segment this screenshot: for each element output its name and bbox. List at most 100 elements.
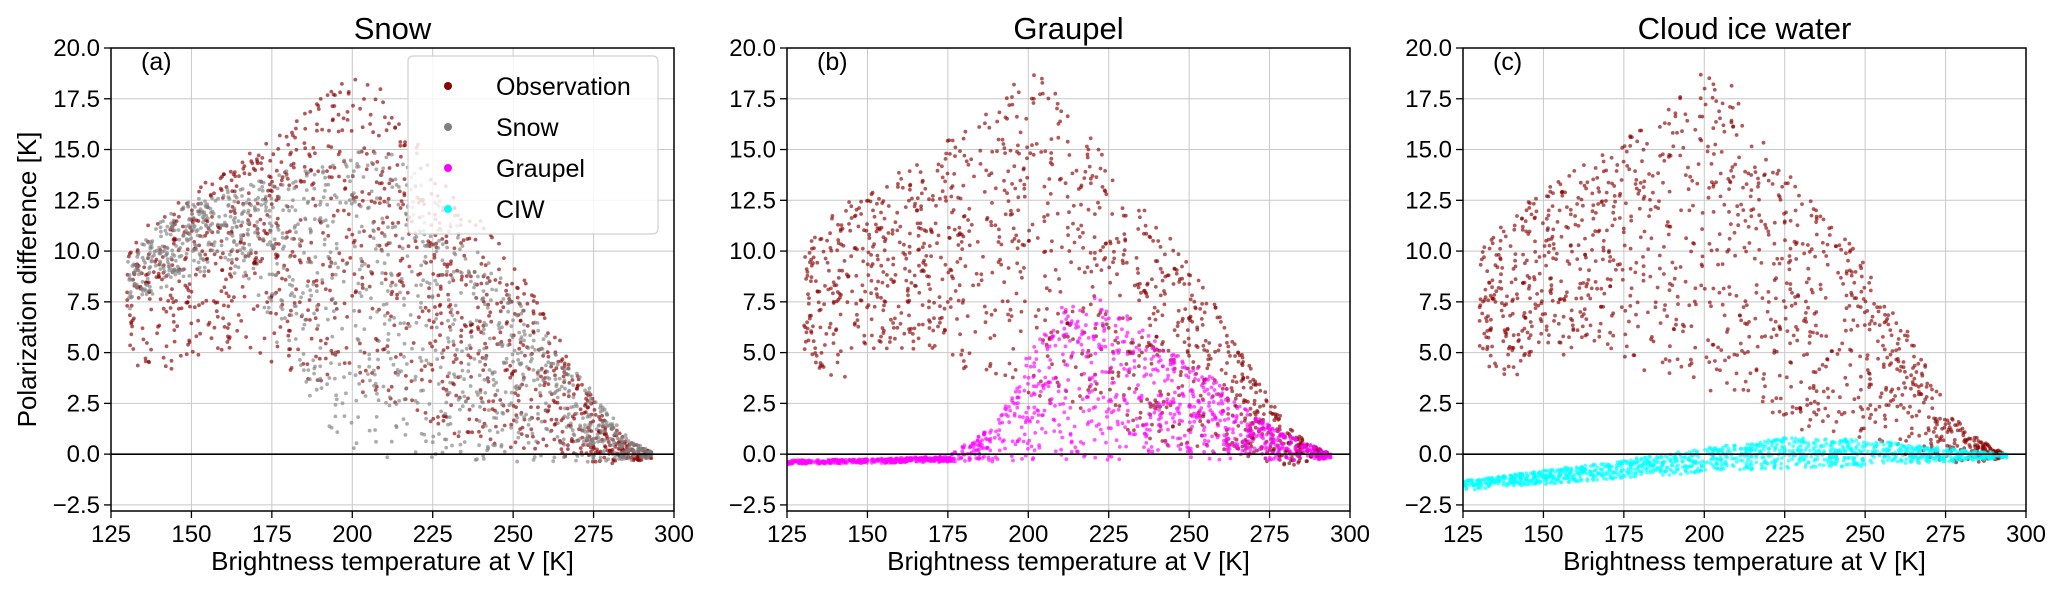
scatter-point <box>380 181 384 186</box>
scatter-point <box>286 333 291 338</box>
scatter-point <box>597 415 601 419</box>
scatter-point <box>1032 411 1037 415</box>
scatter-point <box>518 340 523 345</box>
scatter-point <box>945 171 950 176</box>
scatter-point <box>375 160 380 164</box>
scatter-point <box>1116 317 1121 321</box>
scatter-point <box>545 350 550 355</box>
scatter-point <box>938 320 942 325</box>
scatter-point <box>860 246 865 251</box>
scatter-point <box>323 341 328 346</box>
scatter-point <box>494 288 498 292</box>
scatter-point <box>1198 393 1203 398</box>
scatter-point <box>546 340 551 344</box>
scatter-point <box>403 433 408 437</box>
scatter-point <box>196 260 201 265</box>
scatter-point <box>509 425 513 430</box>
scatter-point <box>221 316 226 321</box>
scatter-point <box>417 315 421 320</box>
scatter-point <box>562 367 567 372</box>
scatter-point <box>1025 175 1030 180</box>
scatter-point <box>1213 415 1217 420</box>
scatter-point <box>367 284 372 289</box>
scatter-point <box>1049 151 1054 155</box>
scatter-point <box>1100 152 1104 157</box>
scatter-point <box>1033 314 1038 319</box>
scatter-point <box>1082 176 1087 181</box>
scatter-point <box>158 267 163 271</box>
scatter-point <box>335 430 340 434</box>
scatter-point <box>135 285 140 290</box>
scatter-point <box>312 311 316 316</box>
scatter-point <box>885 185 889 189</box>
scatter-point <box>916 226 921 230</box>
scatter-point <box>446 318 450 323</box>
scatter-point <box>817 289 822 294</box>
scatter-point <box>228 232 233 236</box>
scatter-point <box>910 332 915 336</box>
scatter-point <box>140 242 145 247</box>
scatter-point <box>444 240 449 245</box>
scatter-point <box>346 90 351 94</box>
scatter-point <box>287 254 292 259</box>
scatter-point <box>1163 292 1167 296</box>
scatter-point <box>567 381 572 385</box>
scatter-point <box>233 174 238 179</box>
scatter-point <box>1040 341 1045 345</box>
scatter-point <box>360 286 365 290</box>
scatter-point <box>825 238 829 243</box>
scatter-point <box>1009 208 1013 213</box>
scatter-point <box>1125 314 1129 319</box>
scatter-point <box>1055 106 1059 111</box>
scatter-point <box>1043 318 1047 323</box>
scatter-point <box>969 157 974 162</box>
scatter-point <box>226 294 231 299</box>
scatter-point <box>447 325 452 329</box>
scatter-point <box>1113 329 1118 334</box>
scatter-point <box>144 282 148 287</box>
scatter-point <box>491 399 496 403</box>
scatter-point <box>222 303 226 308</box>
scatter-point <box>462 377 466 382</box>
scatter-point <box>1016 239 1021 244</box>
scatter-point <box>1239 420 1244 425</box>
scatter-point <box>1182 433 1187 438</box>
y-tick-label: 17.5 <box>53 86 100 113</box>
scatter-point <box>351 446 356 450</box>
scatter-point <box>452 317 457 322</box>
scatter-point <box>351 191 356 196</box>
scatter-point <box>180 241 185 246</box>
scatter-point <box>594 427 599 432</box>
scatter-point <box>516 358 521 362</box>
scatter-point <box>302 141 307 146</box>
scatter-point <box>967 455 972 460</box>
scatter-point <box>1226 397 1231 402</box>
scatter-point <box>959 352 964 357</box>
scatter-point <box>424 358 429 363</box>
scatter-point <box>953 289 958 293</box>
scatter-point <box>234 184 239 189</box>
scatter-point <box>604 411 609 416</box>
scatter-point <box>847 222 851 226</box>
scatter-point <box>255 201 260 206</box>
scatter-point <box>273 292 277 296</box>
scatter-point <box>1048 358 1053 362</box>
scatter-point <box>1104 322 1109 327</box>
scatter-point <box>1207 456 1212 461</box>
scatter-point <box>548 429 553 434</box>
scatter-point <box>386 332 391 336</box>
scatter-point <box>458 247 462 252</box>
scatter-point <box>1005 299 1010 304</box>
scatter-point <box>216 346 220 350</box>
scatter-point <box>420 309 425 314</box>
scatter-point <box>1084 354 1088 359</box>
scatter-point <box>390 289 395 294</box>
scatter-point <box>901 251 906 255</box>
scatter-point <box>203 252 208 257</box>
scatter-point <box>1010 182 1014 186</box>
scatter-point <box>557 376 562 381</box>
scatter-point <box>913 201 917 206</box>
scatter-point <box>371 220 375 225</box>
scatter-point <box>809 257 814 262</box>
scatter-point <box>1057 382 1061 387</box>
